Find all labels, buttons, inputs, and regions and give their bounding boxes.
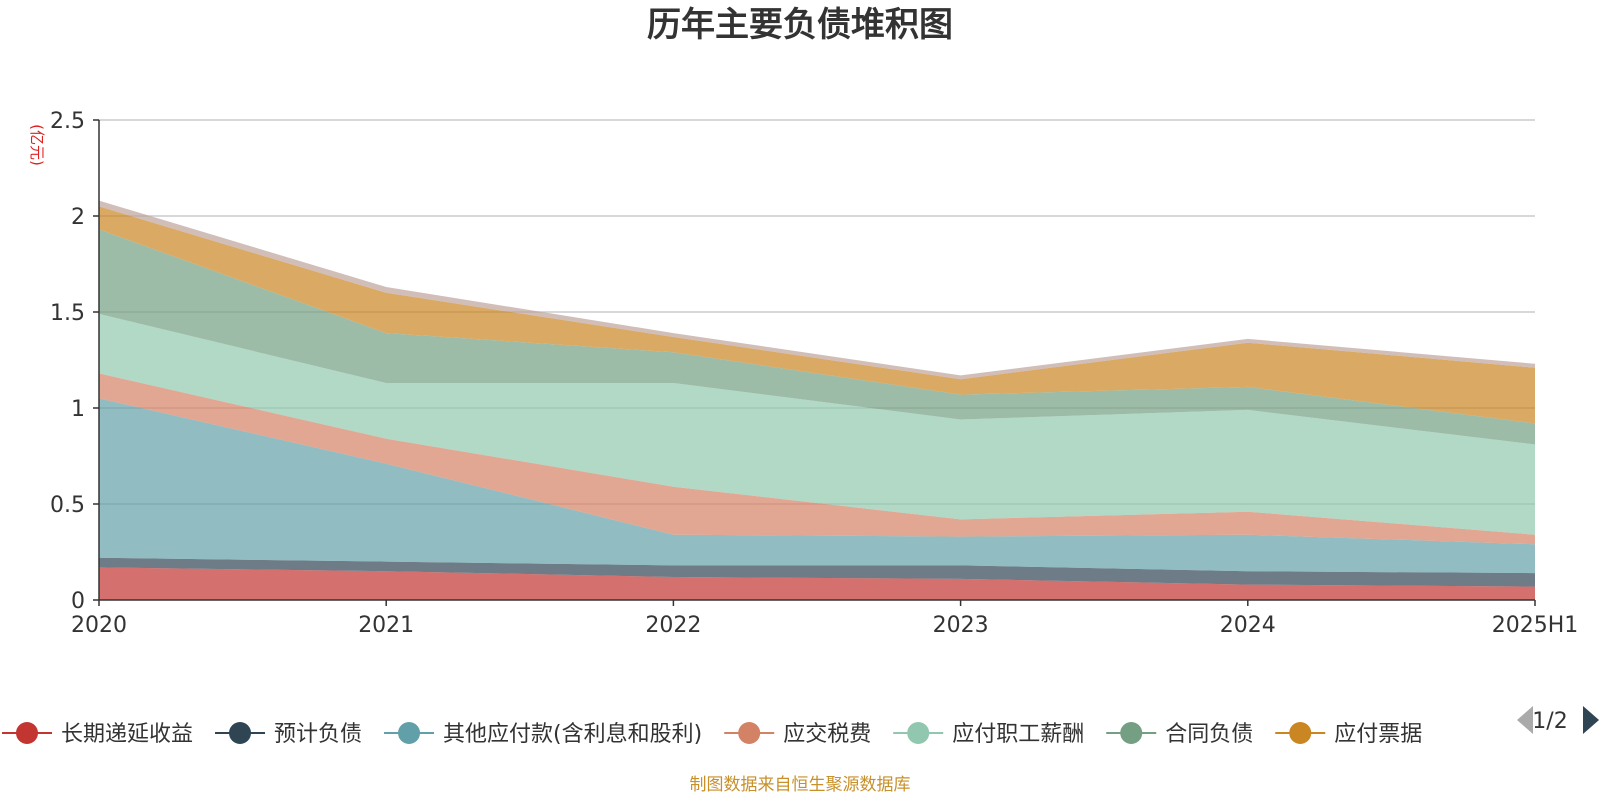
x-tick-label: 2024: [1220, 613, 1276, 638]
area-series-4[interactable]: [99, 313, 1535, 535]
y-tick-label: 1.5: [50, 301, 85, 326]
legend-marker: [1120, 722, 1143, 744]
y-tick-label: 1: [71, 397, 85, 422]
legend-item[interactable]: 预计负债: [215, 722, 362, 747]
legend-item[interactable]: 长期递延收益: [2, 722, 193, 747]
x-tick-label: 2022: [645, 613, 701, 638]
legend[interactable]: 长期递延收益 预计负债 其他应付款(含利息和股利) 应交税费 应付职工薪酬 合同负债 应付票…: [2, 722, 1422, 747]
legend-item[interactable]: 应交税费: [724, 722, 871, 747]
axes: 0 0.5 1 1.5 2 2.5 2020 2021 2022 2023 2024 2025H1: [50, 109, 1578, 638]
y-tick-label: 0.5: [50, 493, 85, 518]
legend-marker: [907, 722, 930, 744]
chart-title: 历年主要负债堆积图: [647, 5, 953, 45]
legend-label: 合同负债: [1165, 722, 1253, 747]
y-tick-label: 2: [71, 205, 85, 230]
legend-item[interactable]: 应付票据: [1275, 722, 1422, 747]
legend-pager: 1/2: [1517, 706, 1599, 734]
legend-label: 长期递延收益: [61, 722, 193, 747]
legend-marker: [1289, 722, 1312, 744]
x-tick-label: 2021: [358, 613, 414, 638]
legend-marker: [229, 722, 252, 744]
legend-marker: [16, 722, 38, 744]
triangle-right-icon[interactable]: [1583, 706, 1599, 734]
y-unit-label: (亿元): [28, 124, 46, 166]
area-series-5[interactable]: [99, 229, 1535, 445]
area-series-6[interactable]: [99, 206, 1535, 424]
legend-label: 应付职工薪酬: [952, 722, 1084, 747]
legend-label: 预计负债: [274, 722, 362, 747]
y-tick-label: 0: [71, 589, 85, 614]
legend-marker: [398, 722, 421, 744]
legend-item[interactable]: 合同负债: [1106, 722, 1253, 747]
stacked-areas[interactable]: [99, 200, 1535, 600]
legend-marker: [738, 722, 761, 744]
triangle-left-icon[interactable]: [1517, 706, 1533, 734]
x-tick-label: 2023: [933, 613, 989, 638]
y-tick-label: 2.5: [50, 109, 85, 134]
area-series-2[interactable]: [99, 398, 1535, 574]
area-series-3[interactable]: [99, 373, 1535, 545]
data-source-note: 制图数据来自恒生聚源数据库: [690, 775, 911, 795]
legend-label: 其他应付款(含利息和股利): [443, 722, 702, 747]
x-tick-label: 2020: [71, 613, 127, 638]
legend-item[interactable]: 应付职工薪酬: [893, 722, 1084, 747]
x-tick-label: 2025H1: [1492, 613, 1579, 638]
legend-label: 应付票据: [1334, 722, 1422, 747]
area-series-0[interactable]: [99, 567, 1535, 600]
area-series-1[interactable]: [99, 557, 1535, 587]
legend-items: 长期递延收益 预计负债 其他应付款(含利息和股利) 应交税费 应付职工薪酬 合同负债 应付票…: [2, 722, 1422, 747]
area-series-7[interactable]: [99, 200, 1535, 380]
legend-item[interactable]: 其他应付款(含利息和股利): [384, 722, 702, 747]
legend-page-indicator: 1/2: [1532, 709, 1567, 734]
legend-label: 应交税费: [783, 722, 871, 747]
